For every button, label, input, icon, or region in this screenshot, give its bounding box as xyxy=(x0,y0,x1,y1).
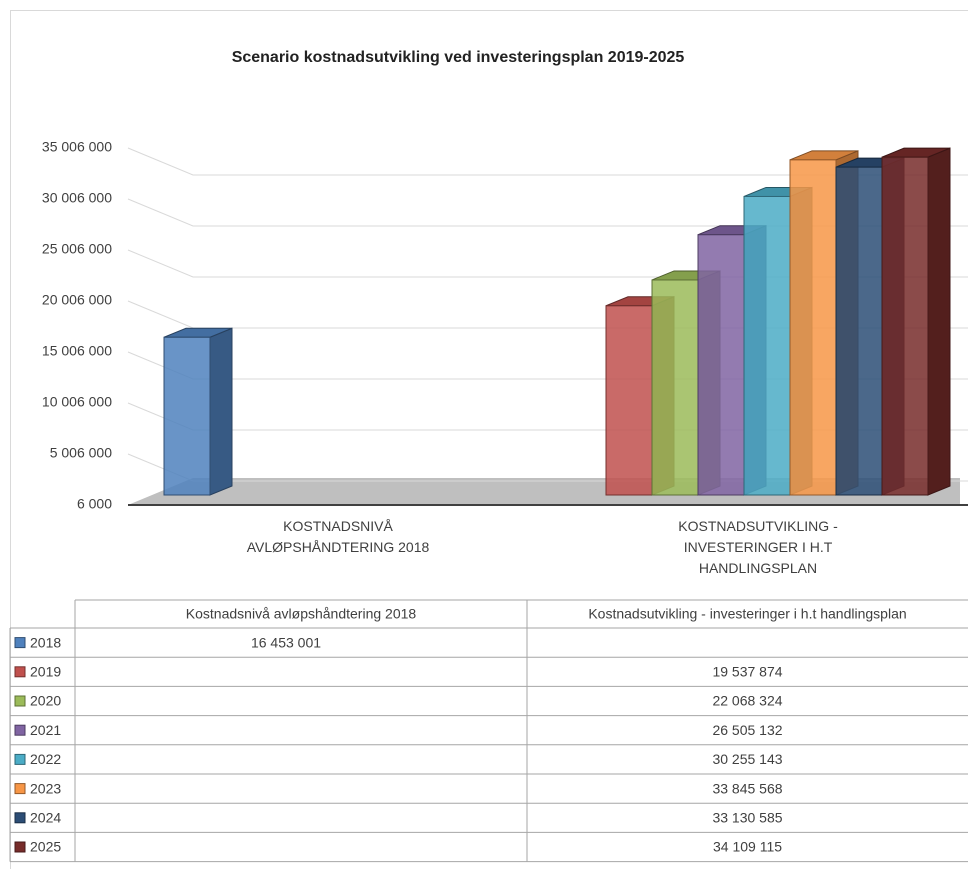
legend-label: 2020 xyxy=(30,693,61,709)
table-value: 33 845 568 xyxy=(712,780,782,796)
chart-title: Scenario kostnadsutvikling ved investeri… xyxy=(232,49,685,66)
legend-key xyxy=(14,812,26,824)
bar-front xyxy=(743,195,791,496)
legend-key xyxy=(14,841,26,853)
legend-label: 2023 xyxy=(30,780,61,796)
grid-line xyxy=(127,198,968,227)
legend-label: 2019 xyxy=(30,664,61,680)
bar-front xyxy=(881,156,929,496)
bar xyxy=(163,327,233,496)
table-value: 33 130 585 xyxy=(712,810,782,826)
bar-front xyxy=(789,159,837,496)
legend-key xyxy=(14,753,26,765)
y-tick-label: 20 006 000 xyxy=(42,292,112,308)
bar-front xyxy=(651,279,699,496)
table-header: Kostnadsutvikling - investeringer i h.t … xyxy=(588,606,906,622)
y-tick-label: 5 006 000 xyxy=(50,445,112,461)
legend-label: 2018 xyxy=(30,634,61,650)
legend-key xyxy=(14,783,26,795)
table-value: 30 255 143 xyxy=(712,751,782,767)
bar-side xyxy=(927,147,951,496)
legend-label: 2025 xyxy=(30,839,61,855)
y-tick-label: 6 000 xyxy=(77,496,112,512)
bar xyxy=(881,147,951,496)
bar-front xyxy=(163,336,211,496)
table-value: 19 537 874 xyxy=(712,664,782,680)
y-tick-label: 25 006 000 xyxy=(42,241,112,257)
y-tick-label: 35 006 000 xyxy=(42,139,112,155)
x-tick-label: KOSTNADSNIVÅ AVLØPSHÅNDTERING 2018 xyxy=(246,518,430,555)
table-value: 16 453 001 xyxy=(251,634,321,650)
legend-label: 2022 xyxy=(30,751,61,767)
bar-front xyxy=(605,305,653,496)
table-value: 26 505 132 xyxy=(712,722,782,738)
grid-line xyxy=(127,147,968,176)
table-value: 22 068 324 xyxy=(712,693,782,709)
legend-key xyxy=(14,637,26,649)
table-value: 34 109 115 xyxy=(713,839,782,855)
x-tick-label: KOSTNADSUTVIKLING - INVESTERINGER I H.T … xyxy=(678,518,838,576)
legend-label: 2024 xyxy=(30,810,61,826)
legend-key xyxy=(14,724,26,736)
y-tick-label: 10 006 000 xyxy=(42,394,112,410)
legend-key xyxy=(14,666,26,678)
y-tick-label: 15 006 000 xyxy=(42,343,112,359)
bar-side xyxy=(209,327,233,496)
y-tick-label: 30 006 000 xyxy=(42,190,112,206)
bar-front xyxy=(835,166,883,496)
bar-front xyxy=(697,234,745,496)
table-header: Kostnadsnivå avløpshåndtering 2018 xyxy=(186,606,417,622)
legend-key xyxy=(14,695,26,707)
legend-label: 2021 xyxy=(30,722,61,738)
chart-border xyxy=(10,10,968,869)
